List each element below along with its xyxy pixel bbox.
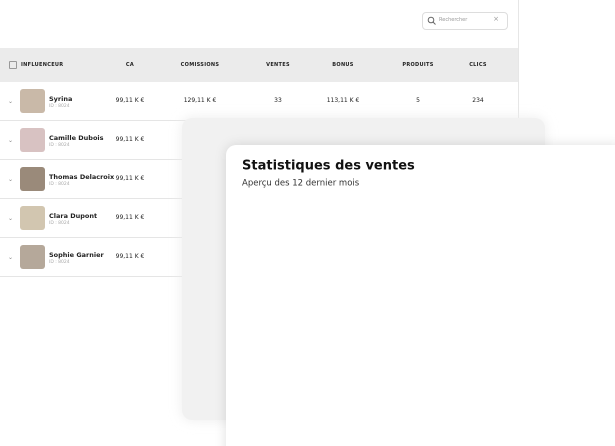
chart-subtitle: Aperçu des 12 dernier mois xyxy=(242,179,360,189)
influencer-id: ID : 8024 xyxy=(49,260,70,265)
influencer-name: Sophie Garnier xyxy=(49,251,104,259)
table-header xyxy=(0,48,518,82)
influencer-name: Syrina xyxy=(49,95,73,103)
column-header: BONUS xyxy=(332,62,354,68)
clear-icon[interactable]: × xyxy=(493,15,499,23)
column-header: PRODUITS xyxy=(402,62,434,68)
influencer-name: Camille Dubois xyxy=(49,134,104,142)
avatar xyxy=(20,89,45,113)
avatar xyxy=(20,167,45,191)
column-header: VENTES xyxy=(266,62,290,68)
influencer-name: Thomas Delacroix xyxy=(49,173,115,181)
influencer-name: Clara Dupont xyxy=(49,212,98,220)
table-cell: 113,11 K € xyxy=(326,97,360,104)
table-cell: 234 xyxy=(472,97,484,104)
table-cell: 5 xyxy=(416,97,420,104)
avatar xyxy=(20,128,45,152)
influencer-id: ID : 8024 xyxy=(49,143,70,148)
influencer-id: ID : 8024 xyxy=(49,182,70,187)
search-icon: 01002003008/129/1210/1211/1212/1213/1214… xyxy=(427,16,436,25)
table-cell: 99,11 K € xyxy=(115,214,145,221)
influencer-id: ID : 8024 xyxy=(49,104,70,109)
column-header: COMISSIONS xyxy=(180,62,220,68)
search-placeholder: Rechercher xyxy=(439,17,468,23)
header-checkbox[interactable] xyxy=(9,61,17,69)
table-cell: 99,11 K € xyxy=(115,136,145,143)
expand-arrow: ⌄ xyxy=(8,215,14,222)
expand-arrow: ⌄ xyxy=(8,254,14,261)
column-header: INFLUENCEUR xyxy=(21,62,64,68)
table-cell: 99,11 K € xyxy=(115,97,145,104)
table-cell: 129,11 K € xyxy=(183,97,217,104)
table-cell: 33 xyxy=(274,97,282,104)
avatar xyxy=(20,245,45,269)
table-cell: 99,11 K € xyxy=(115,175,145,182)
avatar xyxy=(20,206,45,230)
table-cell: 99,11 K € xyxy=(115,253,145,260)
expand-arrow: ⌄ xyxy=(8,137,14,144)
search-box[interactable]: 01002003008/129/1210/1211/1212/1213/1214… xyxy=(422,12,508,30)
column-header: CA xyxy=(125,62,135,68)
column-header: CLICS xyxy=(469,62,487,68)
expand-arrow: ⌄ xyxy=(8,176,14,183)
influencer-id: ID : 8024 xyxy=(49,221,70,226)
expand-arrow: ⌄ xyxy=(8,98,14,105)
chart-card xyxy=(226,145,615,446)
chart-title: Statistiques des ventes xyxy=(242,159,415,174)
